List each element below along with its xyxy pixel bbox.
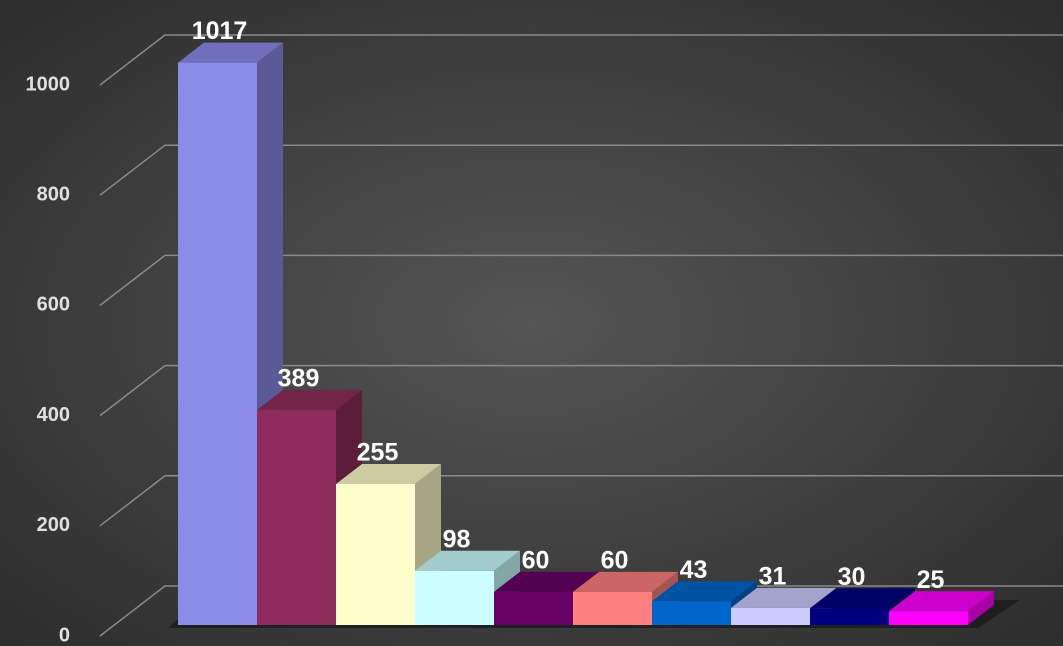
bar xyxy=(336,483,415,625)
bar-top xyxy=(810,588,915,609)
bar-top xyxy=(889,591,994,612)
bar-top xyxy=(573,571,678,592)
data-label: 98 xyxy=(443,525,471,553)
grid-line xyxy=(99,364,1063,417)
bar xyxy=(731,607,810,625)
y-tick-label: 0 xyxy=(59,624,70,646)
grid-line xyxy=(99,585,1063,637)
bar xyxy=(889,611,968,625)
grid-line xyxy=(99,475,1063,527)
bar xyxy=(810,608,889,625)
bar-side xyxy=(968,591,994,625)
data-label: 389 xyxy=(278,364,320,392)
bar xyxy=(178,62,257,625)
bar xyxy=(652,601,731,625)
grid-line xyxy=(99,254,1063,306)
y-tick-label: 200 xyxy=(37,514,70,536)
data-label: 25 xyxy=(917,566,945,594)
bar xyxy=(257,409,336,625)
grid-line xyxy=(99,144,1063,196)
y-tick-label: 400 xyxy=(37,404,70,426)
bar-top xyxy=(652,581,757,602)
y-tick-label: 1000 xyxy=(26,73,71,95)
bar xyxy=(573,591,652,625)
bar xyxy=(415,570,494,625)
bar xyxy=(494,591,573,625)
bar-top xyxy=(415,550,520,571)
grid-line xyxy=(99,34,1063,86)
bar-top xyxy=(731,587,836,608)
bar-top xyxy=(336,463,441,484)
y-tick-label: 800 xyxy=(37,183,70,205)
data-label: 30 xyxy=(838,563,866,591)
data-label: 1017 xyxy=(192,17,248,45)
bar-top xyxy=(257,389,362,410)
data-label: 43 xyxy=(680,556,708,584)
data-label: 60 xyxy=(601,546,629,574)
data-label: 60 xyxy=(522,546,550,574)
y-tick-label: 600 xyxy=(37,294,70,316)
bar-top xyxy=(494,571,599,592)
data-label: 255 xyxy=(357,439,399,467)
data-label: 31 xyxy=(759,562,787,590)
bar-top xyxy=(178,42,283,63)
